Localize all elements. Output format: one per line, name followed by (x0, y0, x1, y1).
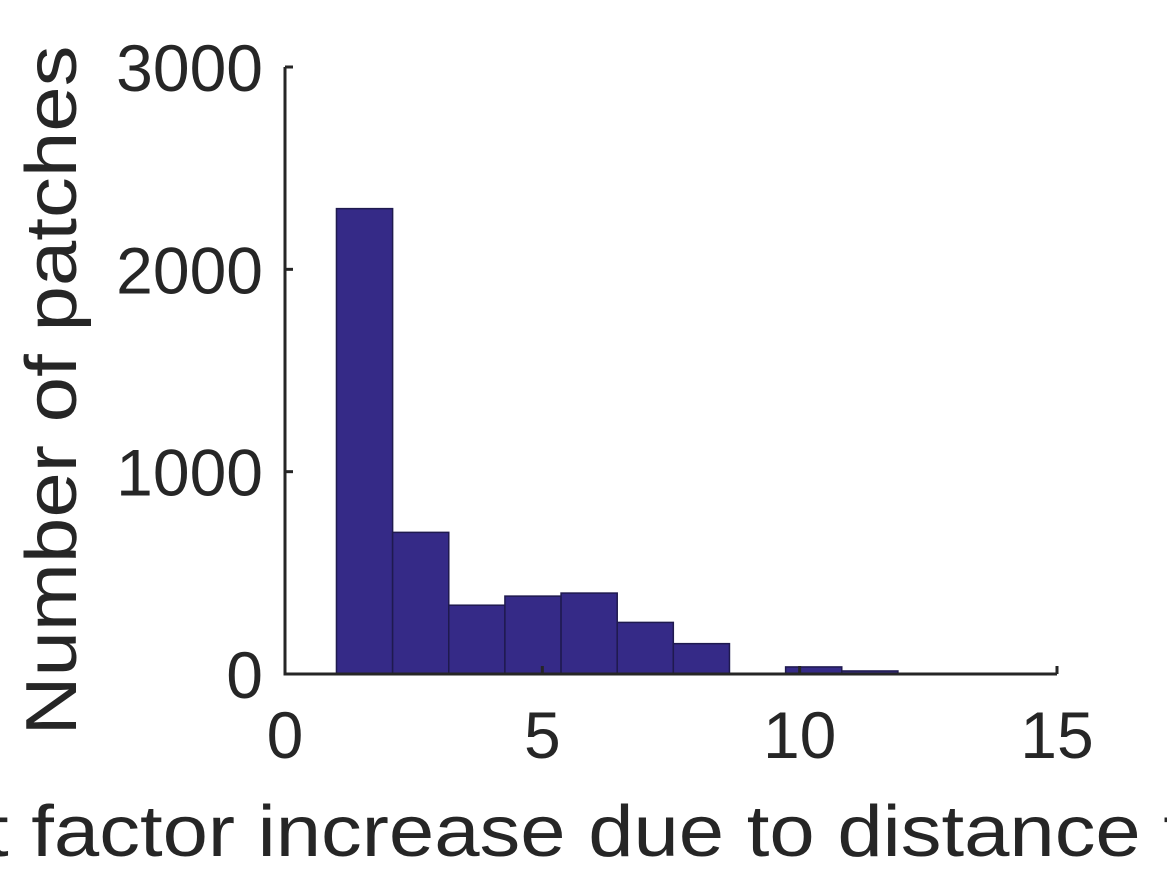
histogram-bar-4 (560, 592, 618, 675)
y-tick-label-0: 0 (226, 638, 263, 712)
histogram-bar-0 (335, 207, 394, 675)
x-tick-label-3: 15 (1020, 698, 1093, 772)
histogram-bar-3 (504, 595, 562, 675)
y-axis-label: Number of patches (12, 46, 92, 736)
histogram-bars (335, 207, 955, 675)
histogram-bar-1 (391, 531, 450, 675)
histogram-bar-5 (616, 621, 675, 675)
x-axis-label: t factor increase due to distance f (0, 792, 1167, 872)
axis-ticks: 0 5 10 15 0 1000 2000 3000 (116, 31, 1094, 772)
y-tick-label-1: 1000 (116, 436, 263, 510)
histogram-bar-6 (672, 642, 731, 675)
y-tick-label-2: 2000 (116, 233, 263, 307)
x-tick-label-1: 5 (524, 698, 561, 772)
y-tick-label-3: 3000 (116, 31, 263, 105)
x-tick-label-2: 10 (763, 698, 836, 772)
x-tick-label-0: 0 (267, 698, 304, 772)
histogram-bar-2 (448, 604, 506, 675)
